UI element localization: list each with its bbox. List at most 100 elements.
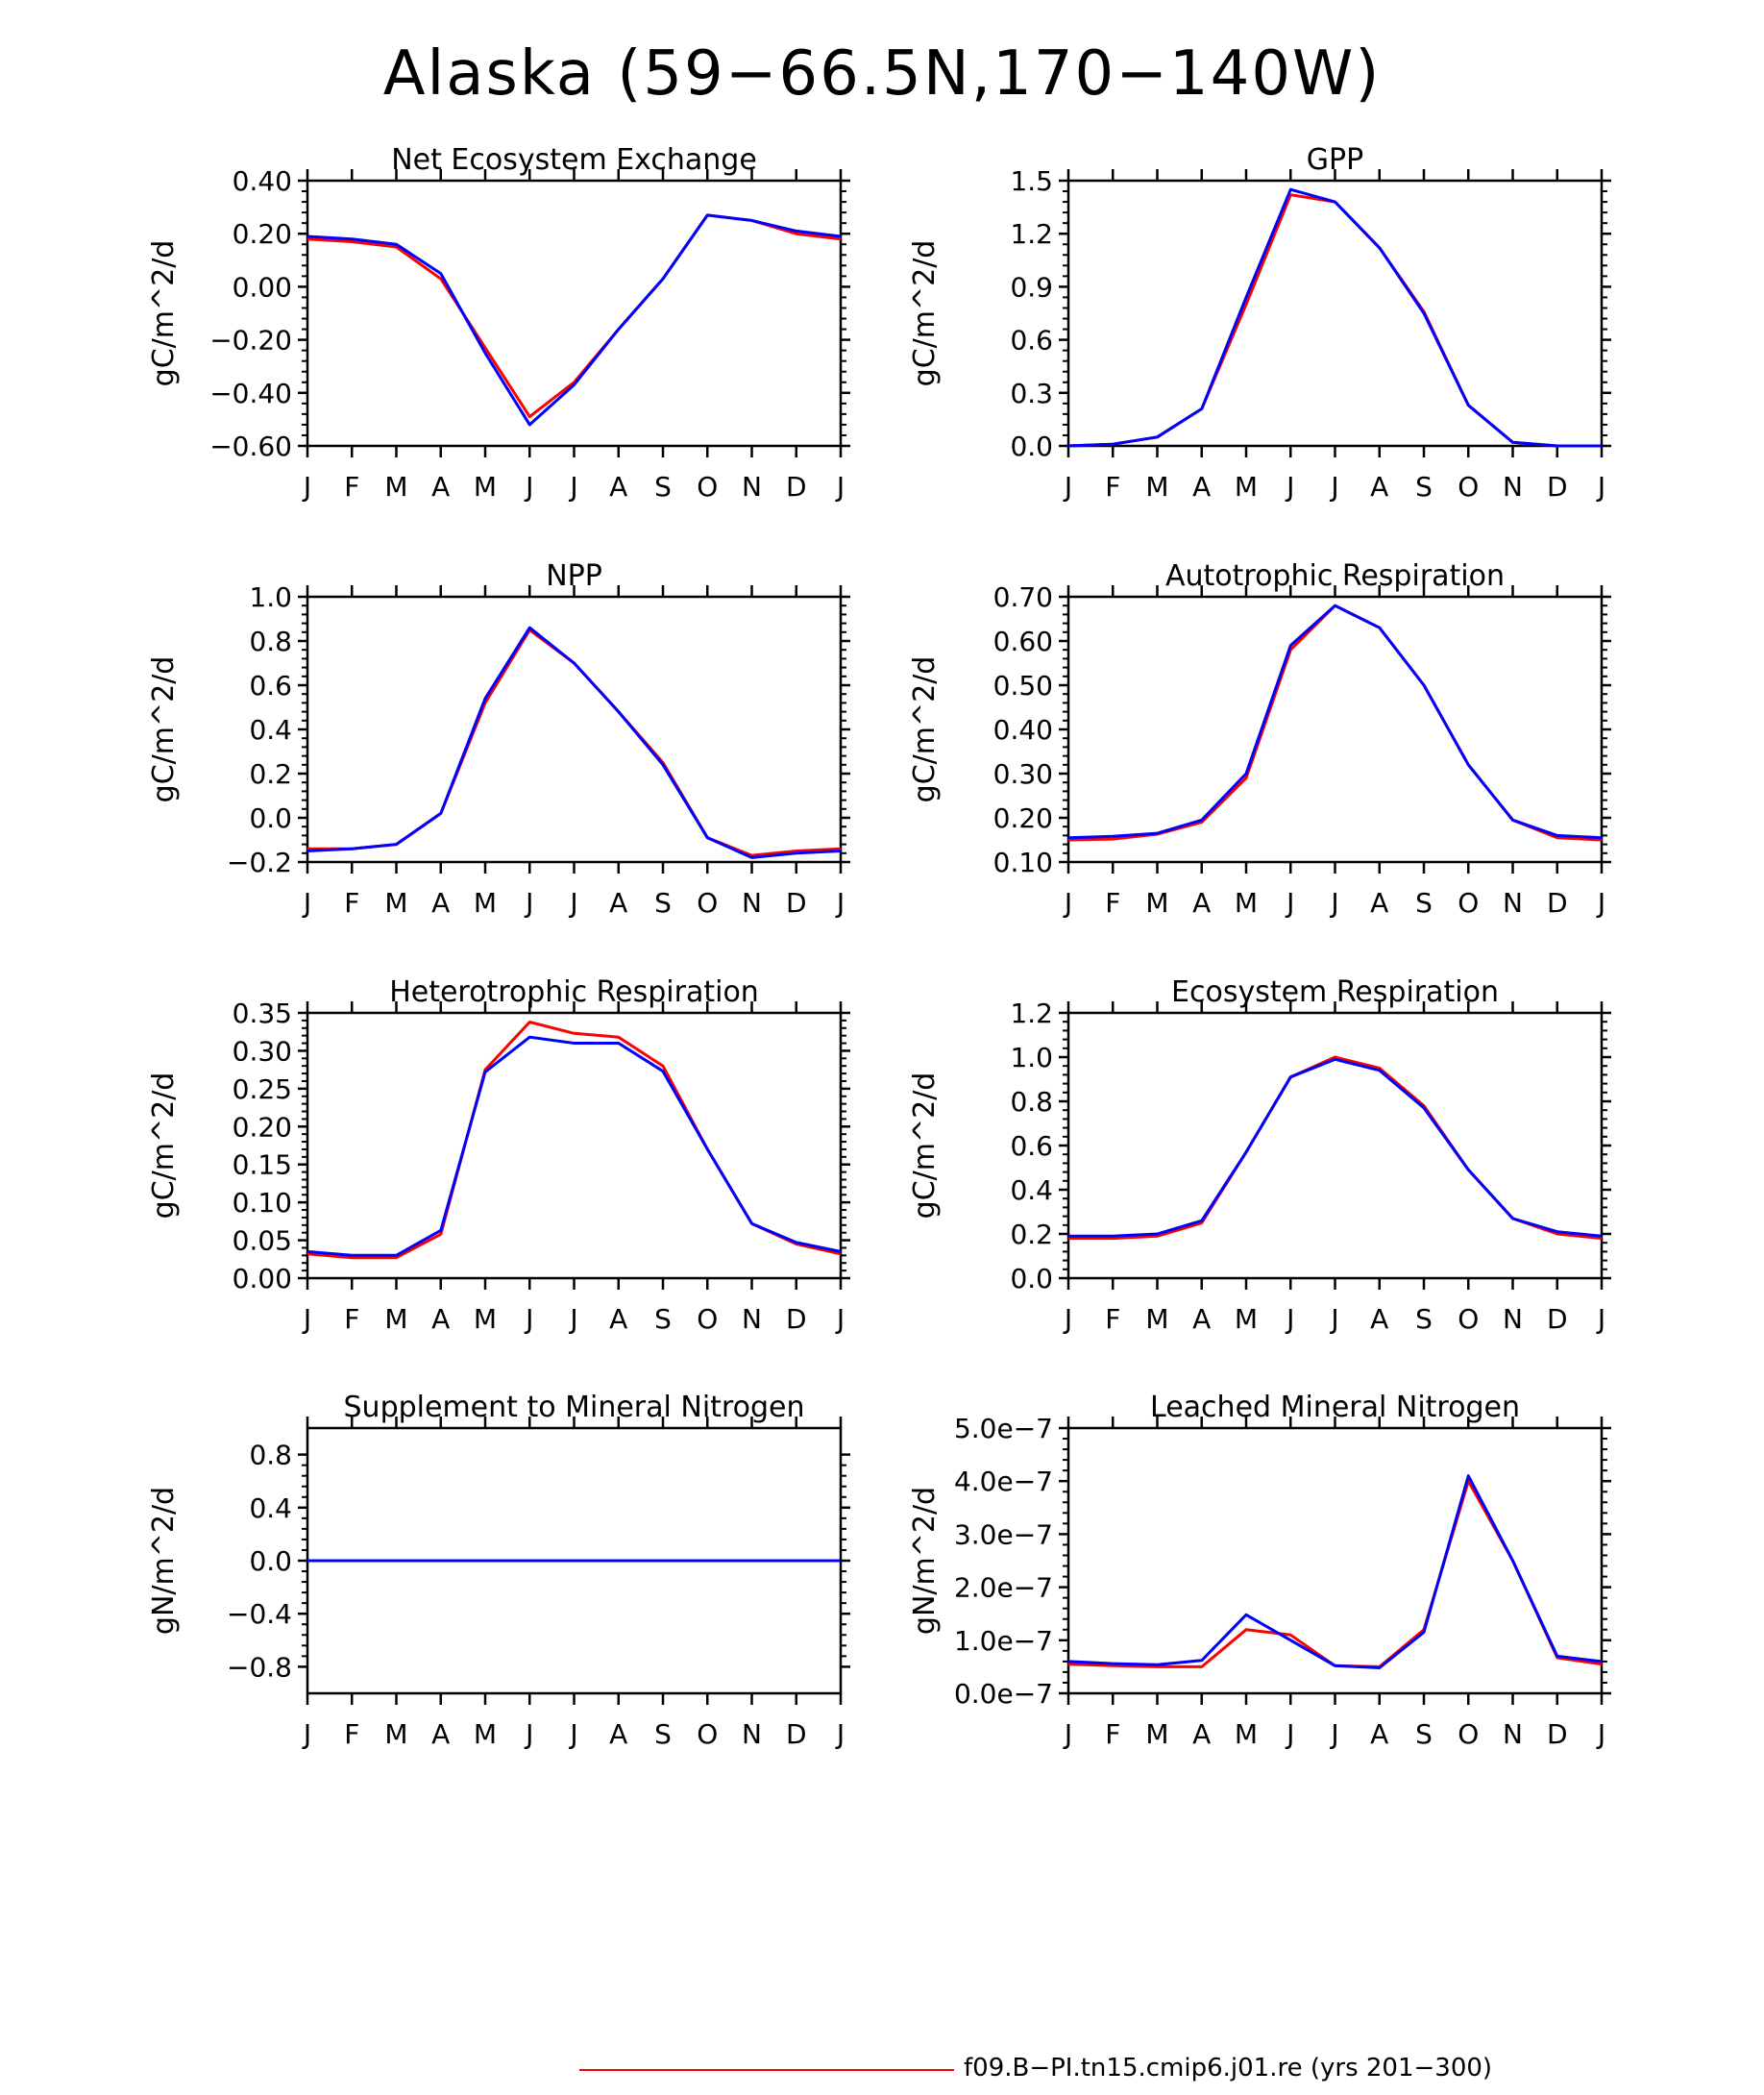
y-tick-label: 1.5 [1010, 165, 1053, 197]
x-tick-label: A [1370, 1303, 1388, 1335]
x-tick-label: F [344, 1303, 359, 1335]
x-tick-label: A [431, 887, 450, 919]
x-tick-label: M [1145, 1718, 1168, 1750]
y-tick-label: 0.20 [233, 218, 292, 250]
plot-frame [306, 595, 843, 864]
y-tick-label: 0.60 [993, 626, 1053, 657]
y-tick-label: 1.0 [1010, 1042, 1053, 1073]
y-tick-label: 0.00 [233, 1263, 292, 1294]
y-tick-label: −0.2 [227, 847, 292, 878]
y-tick-label: 0.30 [233, 1035, 292, 1067]
y-tick-label: −0.60 [209, 431, 292, 462]
y-tick-label: 0.10 [993, 847, 1053, 878]
x-tick-label: J [302, 887, 311, 919]
y-tick-label: 0.00 [233, 271, 292, 303]
y-tick-label: 0.9 [1010, 271, 1053, 303]
y-tick-label: 3.0e−7 [954, 1518, 1053, 1550]
x-tick-label: A [431, 471, 450, 503]
series-line-red [306, 1021, 842, 1260]
x-tick-label: J [1285, 887, 1294, 919]
x-tick-label: N [1503, 1303, 1523, 1335]
x-tick-label: M [1235, 1303, 1258, 1335]
chart-panel-5: Heterotrophic RespirationgC/m^2/d0.000.0… [147, 975, 850, 1335]
x-tick-label: M [384, 1718, 407, 1750]
x-tick-label: S [654, 1718, 672, 1750]
y-tick-label: 1.0e−7 [954, 1625, 1053, 1657]
y-tick-label: 0.40 [993, 714, 1053, 746]
y-tick-label: 0.4 [249, 1492, 292, 1524]
x-tick-label: O [1458, 887, 1479, 919]
x-tick-label: J [1285, 1718, 1294, 1750]
x-tick-label: M [384, 887, 407, 919]
y-tick-label: 0.10 [233, 1187, 292, 1219]
x-tick-label: J [1285, 1303, 1294, 1335]
x-tick-label: D [1547, 471, 1568, 503]
y-tick-label: 0.6 [1010, 1130, 1053, 1162]
y-tick-label: 0.40 [233, 165, 292, 197]
x-tick-label: J [302, 471, 311, 503]
x-tick-label: M [1235, 1718, 1258, 1750]
y-tick-label: 0.3 [1010, 378, 1053, 409]
series-line-blue [1067, 187, 1602, 448]
x-tick-label: J [568, 1303, 577, 1335]
y-tick-label: −0.20 [209, 325, 292, 357]
y-tick-label: 0.8 [249, 626, 292, 657]
series-line-red [1067, 193, 1602, 448]
x-tick-label: A [1192, 471, 1211, 503]
y-tick-label: 0.2 [1010, 1219, 1053, 1250]
x-tick-label: D [786, 1718, 807, 1750]
y-tick-label: 1.2 [1010, 998, 1053, 1029]
x-tick-label: O [1458, 471, 1479, 503]
y-axis-label: gC/m^2/d [147, 240, 181, 387]
y-tick-label: 0.6 [249, 670, 292, 702]
x-tick-label: M [474, 471, 497, 503]
x-tick-label: M [474, 887, 497, 919]
y-tick-label: 0.8 [1010, 1086, 1053, 1118]
plot-frame [1066, 179, 1604, 448]
y-tick-label: 0.0 [1010, 1263, 1053, 1294]
x-tick-label: S [654, 471, 672, 503]
y-axis-label: gC/m^2/d [147, 656, 181, 803]
y-axis-label: gN/m^2/d [147, 1487, 181, 1635]
x-tick-label: M [474, 1303, 497, 1335]
x-tick-label: J [524, 887, 533, 919]
x-tick-label: M [474, 1718, 497, 1750]
plot-frame [1066, 1011, 1604, 1280]
x-tick-label: M [1145, 1303, 1168, 1335]
x-tick-label: J [835, 1303, 845, 1335]
series-line-blue [306, 626, 842, 859]
x-tick-label: D [1547, 887, 1568, 919]
x-tick-label: O [697, 887, 718, 919]
x-tick-label: J [1285, 471, 1294, 503]
y-axis-label: gC/m^2/d [147, 1072, 181, 1220]
chart-panel-8: Leached Mineral NitrogengN/m^2/d0.0e−71.… [908, 1391, 1611, 1750]
x-tick-label: O [1458, 1718, 1479, 1750]
y-tick-label: 1.0 [249, 581, 292, 613]
x-tick-label: J [1329, 1303, 1338, 1335]
x-tick-label: J [1329, 1718, 1338, 1750]
y-tick-label: 0.4 [1010, 1174, 1053, 1206]
y-tick-label: 0.50 [993, 670, 1053, 702]
x-tick-label: A [609, 1303, 627, 1335]
y-axis-label: gC/m^2/d [908, 1072, 942, 1220]
x-tick-label: F [344, 1718, 359, 1750]
y-tick-label: 0.15 [233, 1149, 292, 1181]
x-tick-label: D [1547, 1718, 1568, 1750]
x-tick-label: F [1105, 887, 1120, 919]
legend-swatch-red [579, 2069, 954, 2071]
x-tick-label: M [384, 1303, 407, 1335]
x-tick-label: J [524, 1718, 533, 1750]
x-tick-label: S [1415, 471, 1433, 503]
y-axis-label: gC/m^2/d [908, 240, 942, 387]
x-tick-label: A [1370, 1718, 1388, 1750]
x-tick-label: D [786, 471, 807, 503]
series-line-blue [1068, 1057, 1603, 1238]
x-tick-label: J [835, 1718, 845, 1750]
x-tick-label: J [1596, 887, 1605, 919]
y-tick-label: 0.8 [249, 1440, 292, 1471]
x-tick-label: J [302, 1303, 311, 1335]
x-tick-label: S [654, 1303, 672, 1335]
y-tick-label: 0.0e−7 [954, 1678, 1053, 1710]
